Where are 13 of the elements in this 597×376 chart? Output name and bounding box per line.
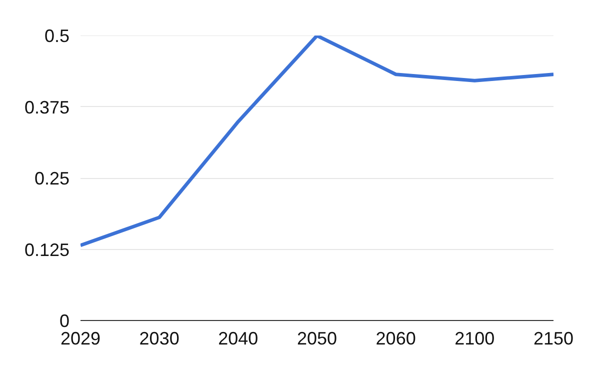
x-tick-label: 2100 bbox=[454, 328, 495, 348]
x-tick-label: 2150 bbox=[533, 328, 574, 348]
x-tick-label: 2030 bbox=[139, 328, 180, 348]
y-tick-label: 0.375 bbox=[24, 97, 70, 118]
line-series bbox=[80, 36, 554, 248]
y-tick-label: 0.5 bbox=[44, 26, 70, 46]
y-tick-label: 0 bbox=[59, 311, 70, 331]
x-tick-label: 2029 bbox=[60, 328, 101, 348]
y-tick-label: 0.125 bbox=[24, 240, 70, 260]
x-tick-label: 2060 bbox=[376, 328, 416, 348]
x-tick-label: 2050 bbox=[296, 328, 338, 348]
x-tick-label: 2040 bbox=[218, 328, 258, 348]
y-tick-label: 0.25 bbox=[34, 168, 70, 189]
